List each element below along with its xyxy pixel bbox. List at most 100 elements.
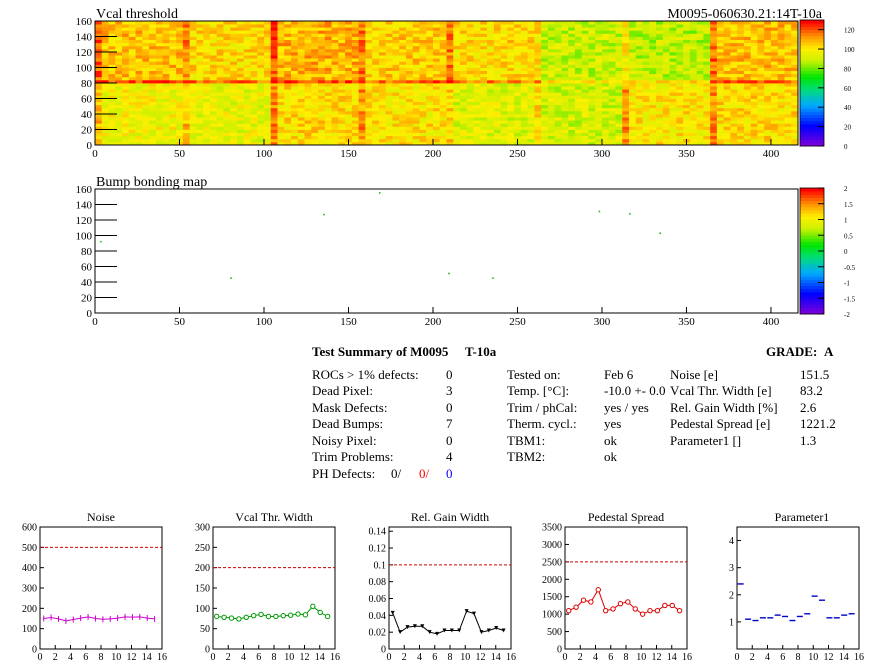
heatmap-cell xyxy=(392,33,400,37)
heatmap-cell xyxy=(284,114,292,118)
heatmap-cell xyxy=(122,36,130,40)
heatmap-cell xyxy=(601,70,610,75)
heatmap-cell xyxy=(176,70,184,75)
heatmap-cell xyxy=(297,58,305,62)
heatmap-cell xyxy=(115,55,123,59)
heatmap-cell xyxy=(162,21,170,25)
heatmap-cell xyxy=(561,79,569,84)
heatmap-cell xyxy=(263,73,272,78)
heatmap-cell xyxy=(142,132,150,137)
heatmap-cell xyxy=(426,89,434,93)
heatmap-cell xyxy=(257,141,265,146)
heatmap-cell xyxy=(230,138,238,143)
heatmap-cell xyxy=(122,98,130,102)
bump-colorbar-swatch xyxy=(800,247,824,252)
heatmap-cell xyxy=(176,79,184,84)
heatmap-cell xyxy=(629,114,637,118)
heatmap-cell xyxy=(304,27,312,31)
chart-xtick-label: 10 xyxy=(460,652,470,663)
heatmap-cell xyxy=(784,126,792,130)
heatmap-cell xyxy=(209,98,218,102)
heatmap-cell xyxy=(554,64,562,68)
chart-point xyxy=(213,613,220,620)
heatmap-cell xyxy=(662,36,670,40)
heatmap-cell xyxy=(487,141,495,146)
heatmap-cell xyxy=(203,61,211,65)
heatmap-cell xyxy=(419,123,427,127)
heatmap-cell xyxy=(473,30,481,34)
chart-point xyxy=(265,613,272,620)
heatmap-cell xyxy=(568,114,576,118)
heatmap-cell xyxy=(622,89,630,93)
heatmap-cell xyxy=(277,141,285,146)
heatmap-xtick-label: 100 xyxy=(256,148,273,160)
heatmap-cell xyxy=(649,98,657,102)
heatmap-cell xyxy=(662,48,670,53)
heatmap-cell xyxy=(257,89,265,93)
heatmap-cell xyxy=(554,21,562,25)
heatmap-cell xyxy=(676,132,684,137)
heatmap-cell xyxy=(291,114,299,118)
heatmap-cell xyxy=(608,30,616,34)
heatmap-cell xyxy=(297,123,305,127)
heatmap-cell xyxy=(541,61,549,65)
bump-colorbar-swatch xyxy=(800,260,824,264)
heatmap-cell xyxy=(169,76,177,81)
heatmap-cell xyxy=(561,107,569,112)
heatmap-cell xyxy=(500,110,508,115)
heatmap-cell xyxy=(291,117,299,121)
heatmap-cell xyxy=(439,48,447,53)
heatmap-cell xyxy=(723,76,731,81)
heatmap-cell xyxy=(656,73,664,78)
heatmap-cell xyxy=(162,107,170,112)
heatmap-cell xyxy=(683,101,691,106)
heatmap-cell xyxy=(399,64,407,68)
heatmap-cell xyxy=(297,27,305,31)
heatmap-cell xyxy=(507,58,515,62)
heatmap-cell xyxy=(263,120,272,124)
heatmap-cell xyxy=(716,48,725,53)
heatmap-cell xyxy=(547,86,556,90)
heatmap-cell xyxy=(169,107,177,112)
heatmap-cell xyxy=(115,58,123,62)
heatmap-colorbar-swatch xyxy=(800,101,824,106)
heatmap-cell xyxy=(345,48,353,53)
chart-xtick-label: 10 xyxy=(111,652,121,663)
heatmap-cell xyxy=(588,98,596,102)
heatmap-cell xyxy=(703,120,711,124)
heatmap-cell xyxy=(128,67,136,71)
heatmap-cell xyxy=(662,64,670,68)
heatmap-cell xyxy=(595,114,603,118)
heatmap-cell xyxy=(399,27,407,31)
heatmap-cell xyxy=(169,89,177,93)
heatmap-cell xyxy=(568,123,576,127)
heatmap-cell xyxy=(270,129,278,133)
heatmap-cell xyxy=(689,98,698,102)
heatmap-cell xyxy=(534,110,542,115)
heatmap-cell xyxy=(203,64,211,68)
heatmap-cell xyxy=(514,21,522,25)
heatmap-cell xyxy=(439,135,447,140)
heatmap-cell xyxy=(737,135,745,140)
heatmap-cell xyxy=(595,104,603,109)
heatmap-cell xyxy=(480,117,488,121)
heatmap-cell xyxy=(662,92,670,96)
heatmap-cell xyxy=(338,24,346,28)
heatmap-cell xyxy=(507,126,515,130)
right-value: 1221.2 xyxy=(800,416,836,431)
heatmap-cell xyxy=(460,120,468,124)
heatmap-cell xyxy=(574,95,583,99)
heatmap-cell xyxy=(270,30,278,34)
heatmap-cell xyxy=(182,21,191,25)
heatmap-cell xyxy=(95,52,103,56)
heatmap-cell xyxy=(284,104,292,109)
heatmap-cell xyxy=(541,67,549,71)
heatmap-cell xyxy=(372,89,380,93)
heatmap-cell xyxy=(155,27,163,31)
heatmap-cell xyxy=(642,42,650,47)
heatmap-cell xyxy=(169,45,177,50)
heatmap-cell xyxy=(689,107,698,112)
heatmap-cell xyxy=(520,21,529,25)
heatmap-cell xyxy=(277,126,285,130)
heatmap-cell xyxy=(243,101,251,106)
